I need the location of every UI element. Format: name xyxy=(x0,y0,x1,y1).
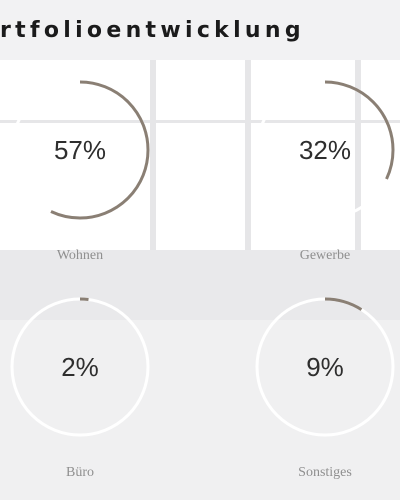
stat-label: Sonstiges xyxy=(298,465,352,480)
progress-ring xyxy=(255,297,395,437)
stat-value: 57% xyxy=(53,134,107,165)
stat-wohnen: 57% Wohnen xyxy=(0,70,160,270)
progress-ring xyxy=(10,80,150,220)
ring-progress xyxy=(255,80,395,220)
ring-progress xyxy=(255,297,395,437)
stat-value: 2% xyxy=(61,351,99,382)
stat-label: Büro xyxy=(66,465,94,480)
section-title: rtfolioentwicklung xyxy=(0,18,305,43)
progress-ring xyxy=(255,80,395,220)
stat-label: Wohnen xyxy=(56,248,104,263)
stat-value: 9% xyxy=(306,351,344,382)
stat-sonstiges: 9% Sonstiges xyxy=(245,287,400,487)
stat-buero: 2% Büro xyxy=(0,287,160,487)
stat-value: 32% xyxy=(298,134,352,165)
stat-label: Gewerbe xyxy=(299,248,351,263)
progress-ring xyxy=(10,297,150,437)
stat-gewerbe: 32% Gewerbe xyxy=(245,70,400,270)
ring-progress xyxy=(10,297,150,437)
ring-progress xyxy=(10,80,150,220)
